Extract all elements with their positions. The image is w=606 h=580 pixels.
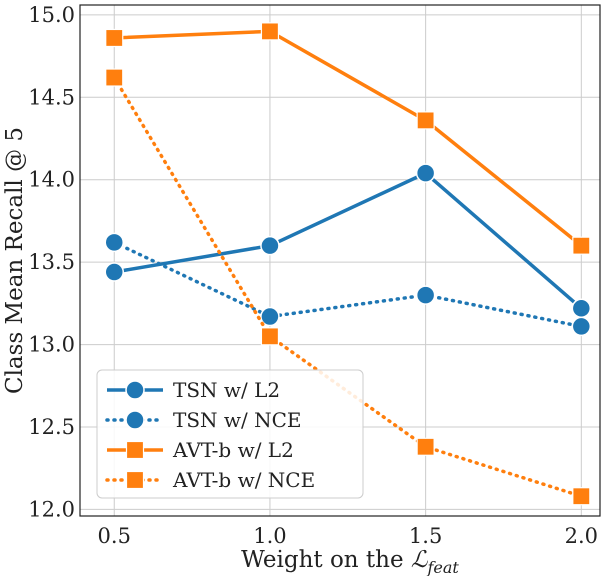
x-tick-label: 1.0: [253, 524, 286, 548]
data-point: [260, 22, 280, 41]
x-tick-label: 1.5: [409, 524, 442, 548]
y-tick-label: 12.0: [28, 497, 75, 521]
x-axis-label-prefix: Weight on the: [241, 547, 411, 573]
series-line: [112, 240, 584, 329]
legend-marker: [125, 410, 145, 430]
legend: TSN w/ L2 TSN w/ NCE AVT-b w/ L2 AVT-b w/ N…: [96, 369, 364, 499]
legend-label: TSN w/ L2: [173, 378, 280, 402]
legend-marker: [125, 470, 145, 490]
data-point: [105, 28, 124, 48]
y-tick-label: 14.0: [28, 168, 75, 192]
data-point: [260, 235, 280, 256]
data-point: [416, 437, 435, 456]
data-point: [572, 487, 591, 506]
legend-label: AVT-b w/ L2: [172, 438, 294, 462]
legend-label: TSN w/ NCE: [173, 408, 302, 432]
series-1: [104, 163, 592, 319]
legend-label: AVT-b w/ NCE: [172, 468, 315, 492]
data-point: [415, 163, 436, 183]
data-point: [416, 111, 435, 130]
x-axis-label-subscript: feat: [427, 558, 460, 576]
data-point: [571, 298, 592, 319]
x-tick-label: 2.0: [565, 524, 598, 548]
legend-item: AVT-b w/ L2: [107, 438, 294, 462]
x-axis-label-symbol: ℒ: [411, 547, 428, 573]
y-tick-label: 13.0: [28, 333, 75, 357]
data-point: [105, 68, 124, 87]
x-axis-label: Weight on the ℒfeat: [241, 547, 459, 576]
data-point: [572, 236, 591, 255]
legend-item: TSN w/ L2: [107, 378, 280, 402]
legend-marker: [125, 440, 145, 460]
y-tick-label: 15.0: [28, 3, 75, 27]
series-2: [104, 232, 592, 337]
data-point: [415, 285, 436, 305]
data-point: [260, 327, 280, 346]
y-tick-label: 12.5: [28, 415, 75, 439]
y-tick-label: 13.5: [28, 250, 75, 274]
y-axis-label: Class Mean Recall @ 5: [2, 127, 28, 394]
legend-item: AVT-b w/ NCE: [105, 468, 315, 492]
legend-marker: [125, 380, 145, 400]
series-3: [105, 22, 591, 255]
data-point: [571, 316, 592, 337]
data-point: [104, 262, 125, 282]
series-line: [114, 29, 583, 248]
series-line: [113, 171, 583, 310]
x-tick-label: 0.5: [98, 524, 131, 548]
data-point: [104, 232, 125, 253]
data-point: [260, 306, 280, 327]
tick-labels: 0.5 1.0 1.5 2.0 12.0 12.5 13.0 13.5 14.0 14.5 15.0: [28, 3, 598, 548]
legend-item: TSN w/ NCE: [105, 408, 302, 432]
plot-frame: [79, 4, 601, 517]
y-tick-label: 14.5: [28, 85, 75, 109]
legend-box: [96, 369, 364, 499]
